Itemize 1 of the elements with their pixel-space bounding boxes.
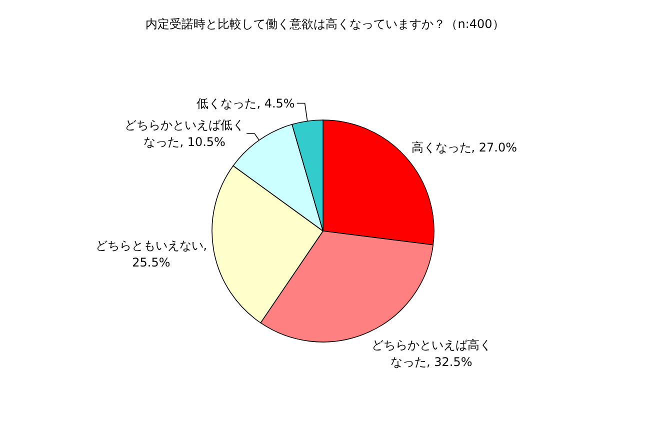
title: 内定受諾時と比較して働く意欲は高くなっていますか？（n:400） <box>146 17 504 31</box>
